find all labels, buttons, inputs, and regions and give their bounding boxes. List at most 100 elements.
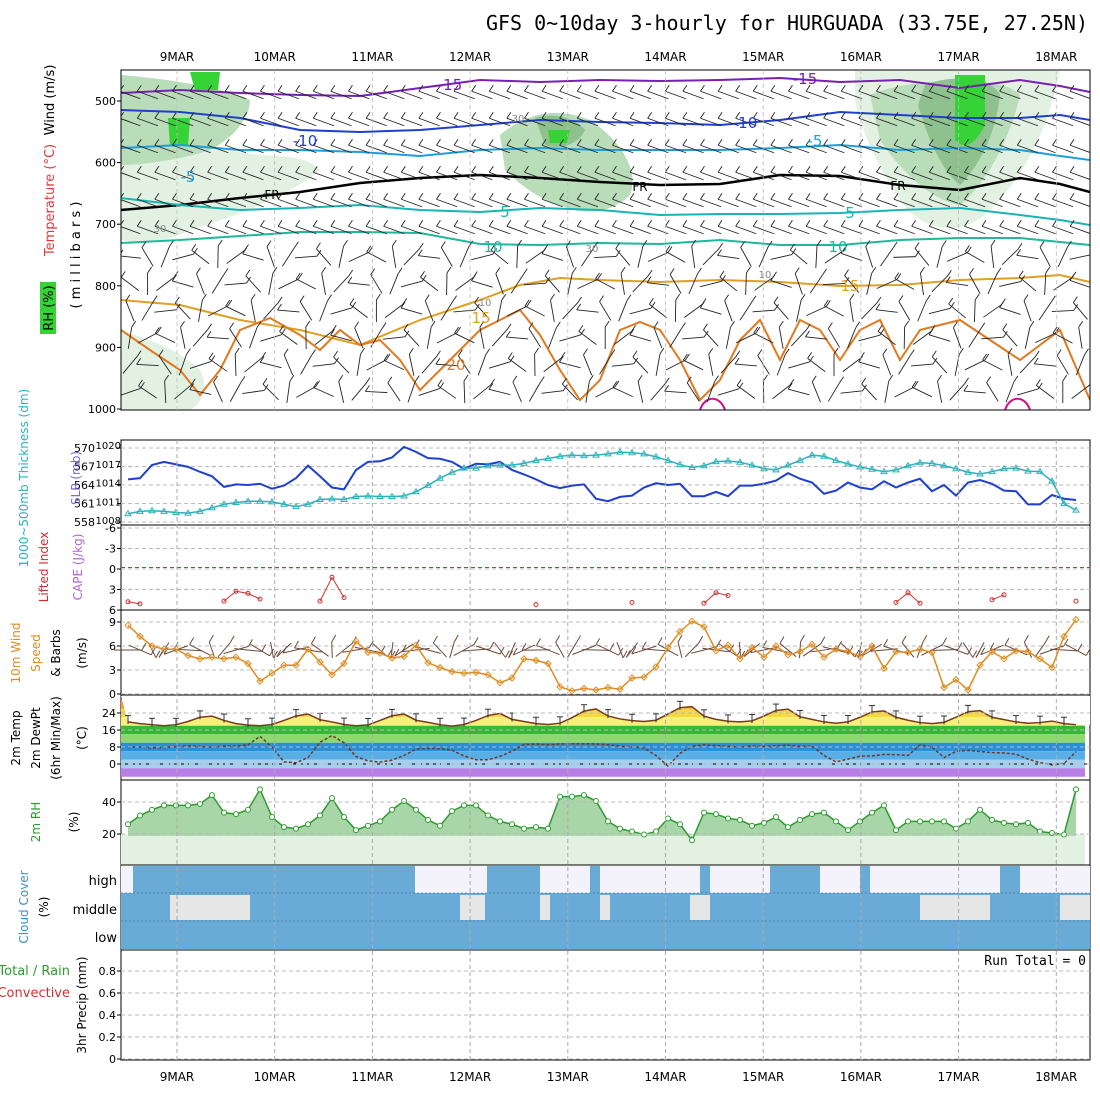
upper-barb-staff: [823, 171, 845, 181]
rh-point: [509, 821, 515, 828]
upper-barb-staff: [770, 144, 792, 154]
upper-barb-flag: [1052, 138, 1057, 146]
thickness-point: [556, 452, 564, 459]
slp-right-tick: 1014: [96, 479, 121, 490]
upper-barb-staff: [418, 90, 440, 100]
upper-barb-staff: [213, 381, 223, 403]
upper-barb-staff: [858, 198, 880, 208]
upper-barb-flag: [631, 325, 636, 332]
upper-barb-flag: [348, 165, 353, 173]
upper-barb-staff: [400, 307, 423, 315]
upper-barb-staff: [224, 282, 247, 286]
upper-barb-flag: [559, 355, 564, 363]
wind-barb-staff: [684, 642, 700, 658]
upper-barb-staff: [242, 171, 264, 181]
upper-barb-flag: [331, 324, 337, 332]
upper-barb-staff: [946, 117, 968, 127]
upper-barb-flag: [1018, 270, 1024, 278]
wind-speed-point: [340, 659, 348, 668]
upper-barb-flag: [788, 138, 793, 146]
upper-barb-staff: [313, 171, 335, 181]
rh-point: [497, 818, 503, 825]
upper-barb-staff: [154, 117, 176, 127]
upper-barb-staff: [489, 144, 511, 154]
wind-barb-flag: [508, 650, 514, 659]
wind-speed-point: [928, 648, 936, 657]
thickness-point: [304, 500, 312, 507]
upper-barb-staff: [1052, 144, 1074, 154]
upper-barb-staff: [137, 225, 159, 235]
upper-barb-flag: [928, 192, 934, 200]
upper-barb-staff: [401, 117, 423, 127]
contour-label: 10: [828, 238, 847, 256]
upper-barb-flag: [576, 138, 582, 146]
thickness-point: [316, 495, 324, 503]
upper-barb-flag: [186, 348, 191, 355]
wind-speed-point: [772, 642, 780, 650]
upper-barb-staff: [594, 117, 616, 127]
upper-barb-flag: [999, 138, 1005, 146]
wind-speed-point: [1072, 615, 1080, 624]
upper-barb-staff: [594, 171, 616, 181]
upper-barb-staff: [964, 225, 986, 235]
upper-barb-staff: [875, 309, 898, 313]
wind-speed-point: [424, 659, 432, 667]
upper-barb-flag: [981, 84, 987, 92]
upper-barb-flag: [501, 293, 507, 301]
upper-barb-staff: [137, 90, 159, 100]
upper-barb-flag: [418, 242, 424, 250]
upper-barb-staff: [1034, 144, 1056, 154]
upper-barb-flag: [391, 239, 397, 247]
upper-barb-flag: [753, 326, 759, 334]
wind-barb-staff: [582, 649, 610, 651]
upper-barb-staff: [400, 280, 423, 288]
upper-barb-staff: [999, 307, 1021, 315]
lifted-index-point: [221, 598, 227, 604]
upper-barb-flag: [594, 219, 600, 227]
upper-barb-flag: [844, 277, 850, 284]
upper-barb-flag: [717, 165, 723, 173]
upper-barb-staff: [776, 354, 786, 376]
upper-barb-staff: [931, 275, 948, 293]
thickness-point: [700, 461, 708, 469]
isotherm-freezing: [121, 173, 1090, 212]
thickness-point: [364, 491, 372, 499]
upper-barb-flag: [805, 192, 811, 200]
upper-barb-flag: [343, 239, 348, 247]
upper-barb-flag: [488, 383, 494, 390]
upper-barb-flag: [400, 165, 406, 173]
upper-barb-staff: [1069, 90, 1090, 99]
date-label-top: 16MAR: [840, 50, 882, 64]
upper-barb-flag: [383, 354, 389, 361]
rh-point: [797, 816, 803, 823]
upper-barb-staff: [1017, 117, 1039, 127]
upper-barb-staff: [458, 355, 471, 375]
upper-barb-staff: [459, 246, 470, 268]
upper-barb-flag: [1016, 111, 1022, 119]
upper-barb-flag: [858, 219, 864, 227]
rh-point: [365, 822, 371, 829]
upper-barb-flag: [615, 242, 621, 249]
upper-barb-flag: [541, 192, 547, 200]
upper-barb-flag: [757, 349, 763, 356]
contour-label: 10: [483, 238, 502, 256]
upper-barb-flag: [453, 84, 459, 92]
upper-barb-staff: [823, 225, 845, 235]
cloud-gap-high: [870, 866, 1000, 893]
rh-point: [905, 818, 911, 825]
left-labels: RH (%) Temperature (°C) Wind (m/s) ( m i…: [0, 65, 89, 1054]
upper-barb-flag: [735, 84, 741, 92]
upper-barb-flag: [506, 165, 512, 173]
upper-barb-flag: [189, 192, 195, 200]
upper-barb-flag: [224, 84, 230, 92]
upper-barb-flag: [653, 321, 659, 328]
wind-barb-flag: [158, 650, 164, 658]
upper-barb-flag: [1069, 111, 1075, 119]
upper-barb-staff: [841, 144, 863, 154]
wind-speed-point: [604, 683, 612, 692]
upper-barb-staff: [471, 144, 493, 154]
upper-barb-staff: [876, 198, 898, 208]
upper-barb-staff: [1038, 301, 1052, 321]
upper-barb-staff: [524, 171, 546, 181]
upper-barb-flag: [365, 377, 371, 384]
